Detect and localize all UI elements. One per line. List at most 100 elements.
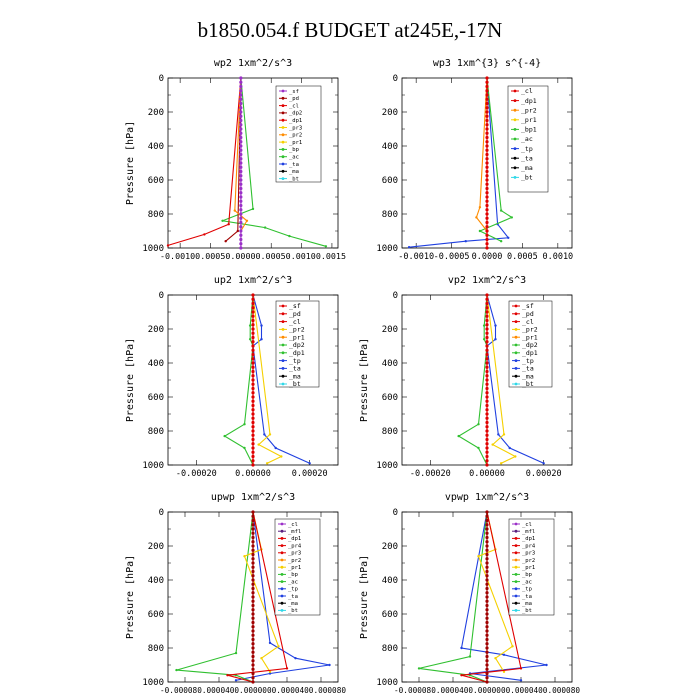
chart-panel-1: wp2 1xm^2/s^3 0 200 400 600 800 1000 Pressure [… xyxy=(125,58,346,261)
legend-marker xyxy=(513,176,517,179)
profile-marker xyxy=(239,237,243,242)
legend-item: _ta xyxy=(522,594,532,600)
legend-marker xyxy=(281,169,285,173)
y-tick-label: 200 xyxy=(382,108,398,118)
series-point xyxy=(248,338,252,341)
y-tick-label: 0 xyxy=(393,291,398,301)
y-tick-label: 800 xyxy=(382,210,398,220)
legend-item: _ta xyxy=(521,154,533,162)
profile-marker xyxy=(251,544,255,548)
profile-marker xyxy=(485,446,489,450)
profile-marker xyxy=(485,208,489,212)
profile-marker xyxy=(485,352,489,357)
series-point xyxy=(203,233,206,236)
series-point xyxy=(233,209,236,212)
profile-marker xyxy=(485,450,489,454)
profile-marker xyxy=(239,178,243,182)
x-tick-label: 0.00000 xyxy=(235,469,271,479)
profile-marker xyxy=(251,518,255,523)
profile-marker xyxy=(251,459,255,463)
profile-marker xyxy=(485,340,489,344)
profile-marker xyxy=(239,157,243,161)
y-tick-label: 600 xyxy=(148,393,164,403)
profile-marker xyxy=(251,331,255,335)
y-tick-label: 800 xyxy=(382,644,398,654)
profile-marker xyxy=(485,616,489,620)
profile-marker xyxy=(239,208,243,212)
profile-marker xyxy=(485,625,489,629)
legend-item: _cl xyxy=(289,103,299,109)
profile-marker xyxy=(251,591,255,595)
profile-marker xyxy=(485,123,489,127)
profile-marker xyxy=(485,544,489,548)
series-line-2 xyxy=(167,77,242,246)
profile-marker xyxy=(485,76,489,80)
y-tick-label: 200 xyxy=(382,542,398,552)
profile-marker xyxy=(485,463,489,467)
legend-marker xyxy=(514,359,518,362)
profile-marker xyxy=(251,293,255,297)
profile-marker xyxy=(239,106,243,110)
profile-marker xyxy=(485,408,489,412)
profile-marker xyxy=(239,233,243,237)
legend-marker xyxy=(281,133,285,137)
legend-item: _bt xyxy=(288,608,298,614)
legend-marker xyxy=(281,89,285,93)
profile-marker xyxy=(251,659,255,663)
y-tick-label: 200 xyxy=(148,108,164,118)
legend-item: _dp1 xyxy=(289,349,305,357)
y-tick-label: 0 xyxy=(393,508,398,518)
y-tick-label: 600 xyxy=(148,610,164,620)
series-point xyxy=(294,657,297,660)
legend-item: _bp xyxy=(289,147,299,153)
y-tick-label: 400 xyxy=(382,142,398,152)
profile-marker xyxy=(251,361,255,365)
legend-item: _ma xyxy=(289,372,301,380)
series-point xyxy=(263,226,267,229)
series-point xyxy=(166,244,170,247)
legend-item: _dp1 xyxy=(521,97,537,105)
y-axis-label: Pressure [hPa] xyxy=(359,338,370,422)
profile-marker xyxy=(485,114,489,118)
legend-item: _pr2 xyxy=(522,558,535,564)
series-point xyxy=(477,446,480,450)
profile-marker xyxy=(485,429,489,433)
x-tick-labels: -0.000080.0000400.0000000.0000400.000080 xyxy=(160,686,346,695)
series-point xyxy=(260,324,263,327)
legend-item: _tp xyxy=(522,587,532,593)
series-point xyxy=(491,443,494,446)
series-point xyxy=(477,423,480,426)
chart-panel-4: vp2 1xm^2/s^3 0 200 400 600 800 1000 Pressure [… xyxy=(359,275,573,479)
x-tick-label: 0.0000 xyxy=(472,252,503,262)
profile-marker xyxy=(485,671,489,676)
profile-marker xyxy=(239,123,243,127)
legend-item: _pr4 xyxy=(522,543,536,549)
series-point xyxy=(223,434,226,438)
legend-marker xyxy=(514,537,518,540)
profile-marker xyxy=(485,374,489,378)
legend-item: _cl xyxy=(521,87,533,95)
series-point xyxy=(260,657,263,660)
profile-marker xyxy=(485,152,489,157)
profile-marker xyxy=(251,535,255,540)
profile-marker xyxy=(485,574,489,578)
profile-marker xyxy=(485,135,489,140)
legend-marker xyxy=(280,529,284,533)
legend-item: _dp1 xyxy=(289,118,302,124)
series-line-1 xyxy=(460,511,547,681)
profile-marker xyxy=(251,540,255,544)
x-tick-label: -0.00020 xyxy=(176,469,217,479)
legend-item: _cl xyxy=(288,522,298,528)
profile-marker xyxy=(485,357,489,361)
legend-item: _ma xyxy=(289,169,299,175)
profile-marker xyxy=(239,203,243,208)
y-tick-label: 1000 xyxy=(376,461,398,471)
series-point xyxy=(243,555,246,558)
profile-marker xyxy=(239,118,243,123)
profile-marker xyxy=(485,203,489,208)
profile-marker xyxy=(485,242,489,246)
legend-item: _dp2 xyxy=(289,341,305,349)
legend-item: _pr3 xyxy=(522,551,535,557)
series-point xyxy=(268,670,272,673)
legend-item: _bt xyxy=(522,608,532,614)
